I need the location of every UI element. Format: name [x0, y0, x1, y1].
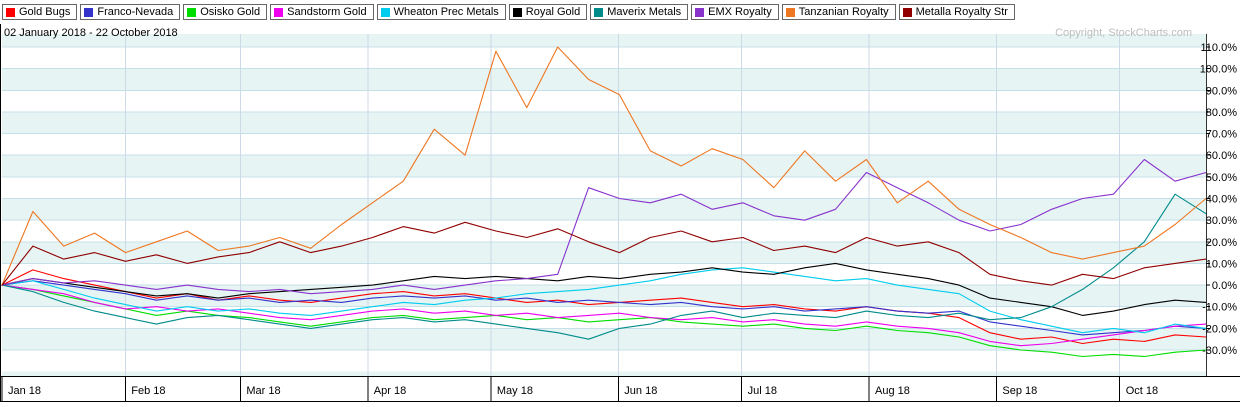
legend-color-swatch: [84, 7, 94, 17]
series-line-franco-nevada: [1, 280, 1207, 336]
legend-color-swatch: [902, 7, 912, 17]
legend-color-swatch: [6, 7, 15, 17]
legend-item-metalla-royalty-str[interactable]: Metalla Royalty Str: [898, 4, 1015, 20]
legend-color-swatch: [785, 7, 795, 17]
legend-item-emx-royalty[interactable]: EMX Royalty: [691, 4, 779, 20]
legend-item-tanzanian-royalty[interactable]: Tanzanian Royalty: [781, 4, 896, 20]
y-tick-label: -20.0%: [1202, 323, 1237, 335]
chart-legend: Gold Bugs Franco-Nevada Osisko Gold Sandsto…: [0, 0, 1240, 24]
legend-color-swatch: [594, 7, 604, 17]
plot-frame: [0, 24, 1240, 402]
y-tick-label: 50.0%: [1206, 172, 1237, 184]
legend-item-gold-bugs[interactable]: Gold Bugs: [2, 4, 78, 20]
date-range-label: 02 January 2018 - 22 October 2018: [4, 27, 178, 39]
performance-line-chart: Jan 18 Feb 18 Mar 18 Apr 18 May 18 Jun 18 Jul …: [0, 24, 1240, 402]
y-tick-label: 30.0%: [1206, 215, 1237, 227]
series-line-tanzanian-royalty: [1, 46, 1207, 286]
legend-label: Sandstorm Gold: [287, 6, 367, 18]
legend-item-osisko-gold[interactable]: Osisko Gold: [183, 4, 268, 20]
horizontal-gridlines: [2, 46, 1206, 351]
y-tick-label: -10.0%: [1202, 302, 1237, 314]
legend-label: Wheaton Prec Metals: [393, 6, 499, 18]
y-tick-label: 40.0%: [1206, 194, 1237, 206]
x-tick-label: Mar 18: [246, 385, 280, 397]
series-line-wheaton-prec-metals: [1, 267, 1207, 334]
series-line-osisko-gold: [1, 284, 1207, 358]
series-line-gold-bugs: [1, 269, 1207, 345]
y-tick-label: 90.0%: [1206, 85, 1237, 97]
x-tick-label: Jan 18: [8, 385, 41, 397]
legend-label: Gold Bugs: [19, 6, 71, 18]
series-line-sandstorm-gold: [1, 284, 1207, 347]
legend-label: Maverix Metals: [607, 6, 682, 18]
legend-item-franco-nevada[interactable]: Franco-Nevada: [80, 4, 181, 20]
legend-item-sandstorm-gold[interactable]: Sandstorm Gold: [270, 4, 374, 20]
x-tick-label: Feb 18: [131, 385, 165, 397]
legend-label: Tanzanian Royalty: [798, 6, 889, 18]
x-tick-label: Aug 18: [875, 385, 910, 397]
x-tick-label: Jul 18: [748, 385, 777, 397]
legend-color-swatch: [380, 7, 390, 17]
x-axis: Jan 18 Feb 18 Mar 18 Apr 18 May 18 Jun 18 Jul …: [1, 376, 1158, 401]
y-axis: 110.0% 100.0% 90.0% 80.0% 70.0% 60.0% 50.0% 40.…: [1200, 42, 1238, 357]
y-tick-label: 20.0%: [1206, 237, 1237, 249]
copyright-label: Copyright, StockCharts.com: [1055, 27, 1192, 39]
y-tick-label: 60.0%: [1206, 150, 1237, 162]
legend-item-wheaton-prec-metals[interactable]: Wheaton Prec Metals: [376, 4, 506, 20]
x-tick-label: Oct 18: [1126, 385, 1158, 397]
legend-label: Royal Gold: [525, 6, 581, 18]
chart-region: 02 January 2018 - 22 October 2018 Copyri…: [0, 24, 1240, 407]
y-tick-label: 70.0%: [1206, 129, 1237, 141]
y-tick-label: 80.0%: [1206, 107, 1237, 119]
legend-color-swatch: [695, 7, 705, 17]
y-tick-label: 10.0%: [1206, 258, 1237, 270]
legend-label: Franco-Nevada: [97, 6, 174, 18]
legend-color-swatch: [187, 7, 197, 17]
series-line-royal-gold: [1, 262, 1207, 316]
legend-color-swatch: [274, 7, 284, 17]
x-tick-label: Jun 18: [624, 385, 657, 397]
vertical-gridlines: [124, 34, 1121, 376]
x-tick-label: Sep 18: [1002, 385, 1037, 397]
series-lines: [1, 46, 1207, 358]
y-tick-label: 100.0%: [1200, 64, 1238, 76]
legend-color-swatch: [512, 7, 522, 17]
legend-label: EMX Royalty: [708, 6, 772, 18]
x-tick-label: Apr 18: [374, 385, 406, 397]
legend-item-royal-gold[interactable]: Royal Gold: [508, 4, 588, 20]
x-tick-label: May 18: [497, 385, 533, 397]
series-line-emx-royalty: [1, 158, 1207, 295]
series-line-metalla-royalty-str: [1, 221, 1207, 286]
legend-label: Metalla Royalty Str: [915, 6, 1008, 18]
y-tick-label: 0.0%: [1212, 280, 1237, 292]
series-line-maverix-metals: [1, 193, 1207, 340]
background-bands: [2, 34, 1206, 376]
legend-label: Osisko Gold: [200, 6, 261, 18]
y-tick-label: 110.0%: [1201, 42, 1238, 54]
legend-item-maverix-metals[interactable]: Maverix Metals: [590, 4, 689, 20]
y-tick-label: -30.0%: [1202, 345, 1237, 357]
